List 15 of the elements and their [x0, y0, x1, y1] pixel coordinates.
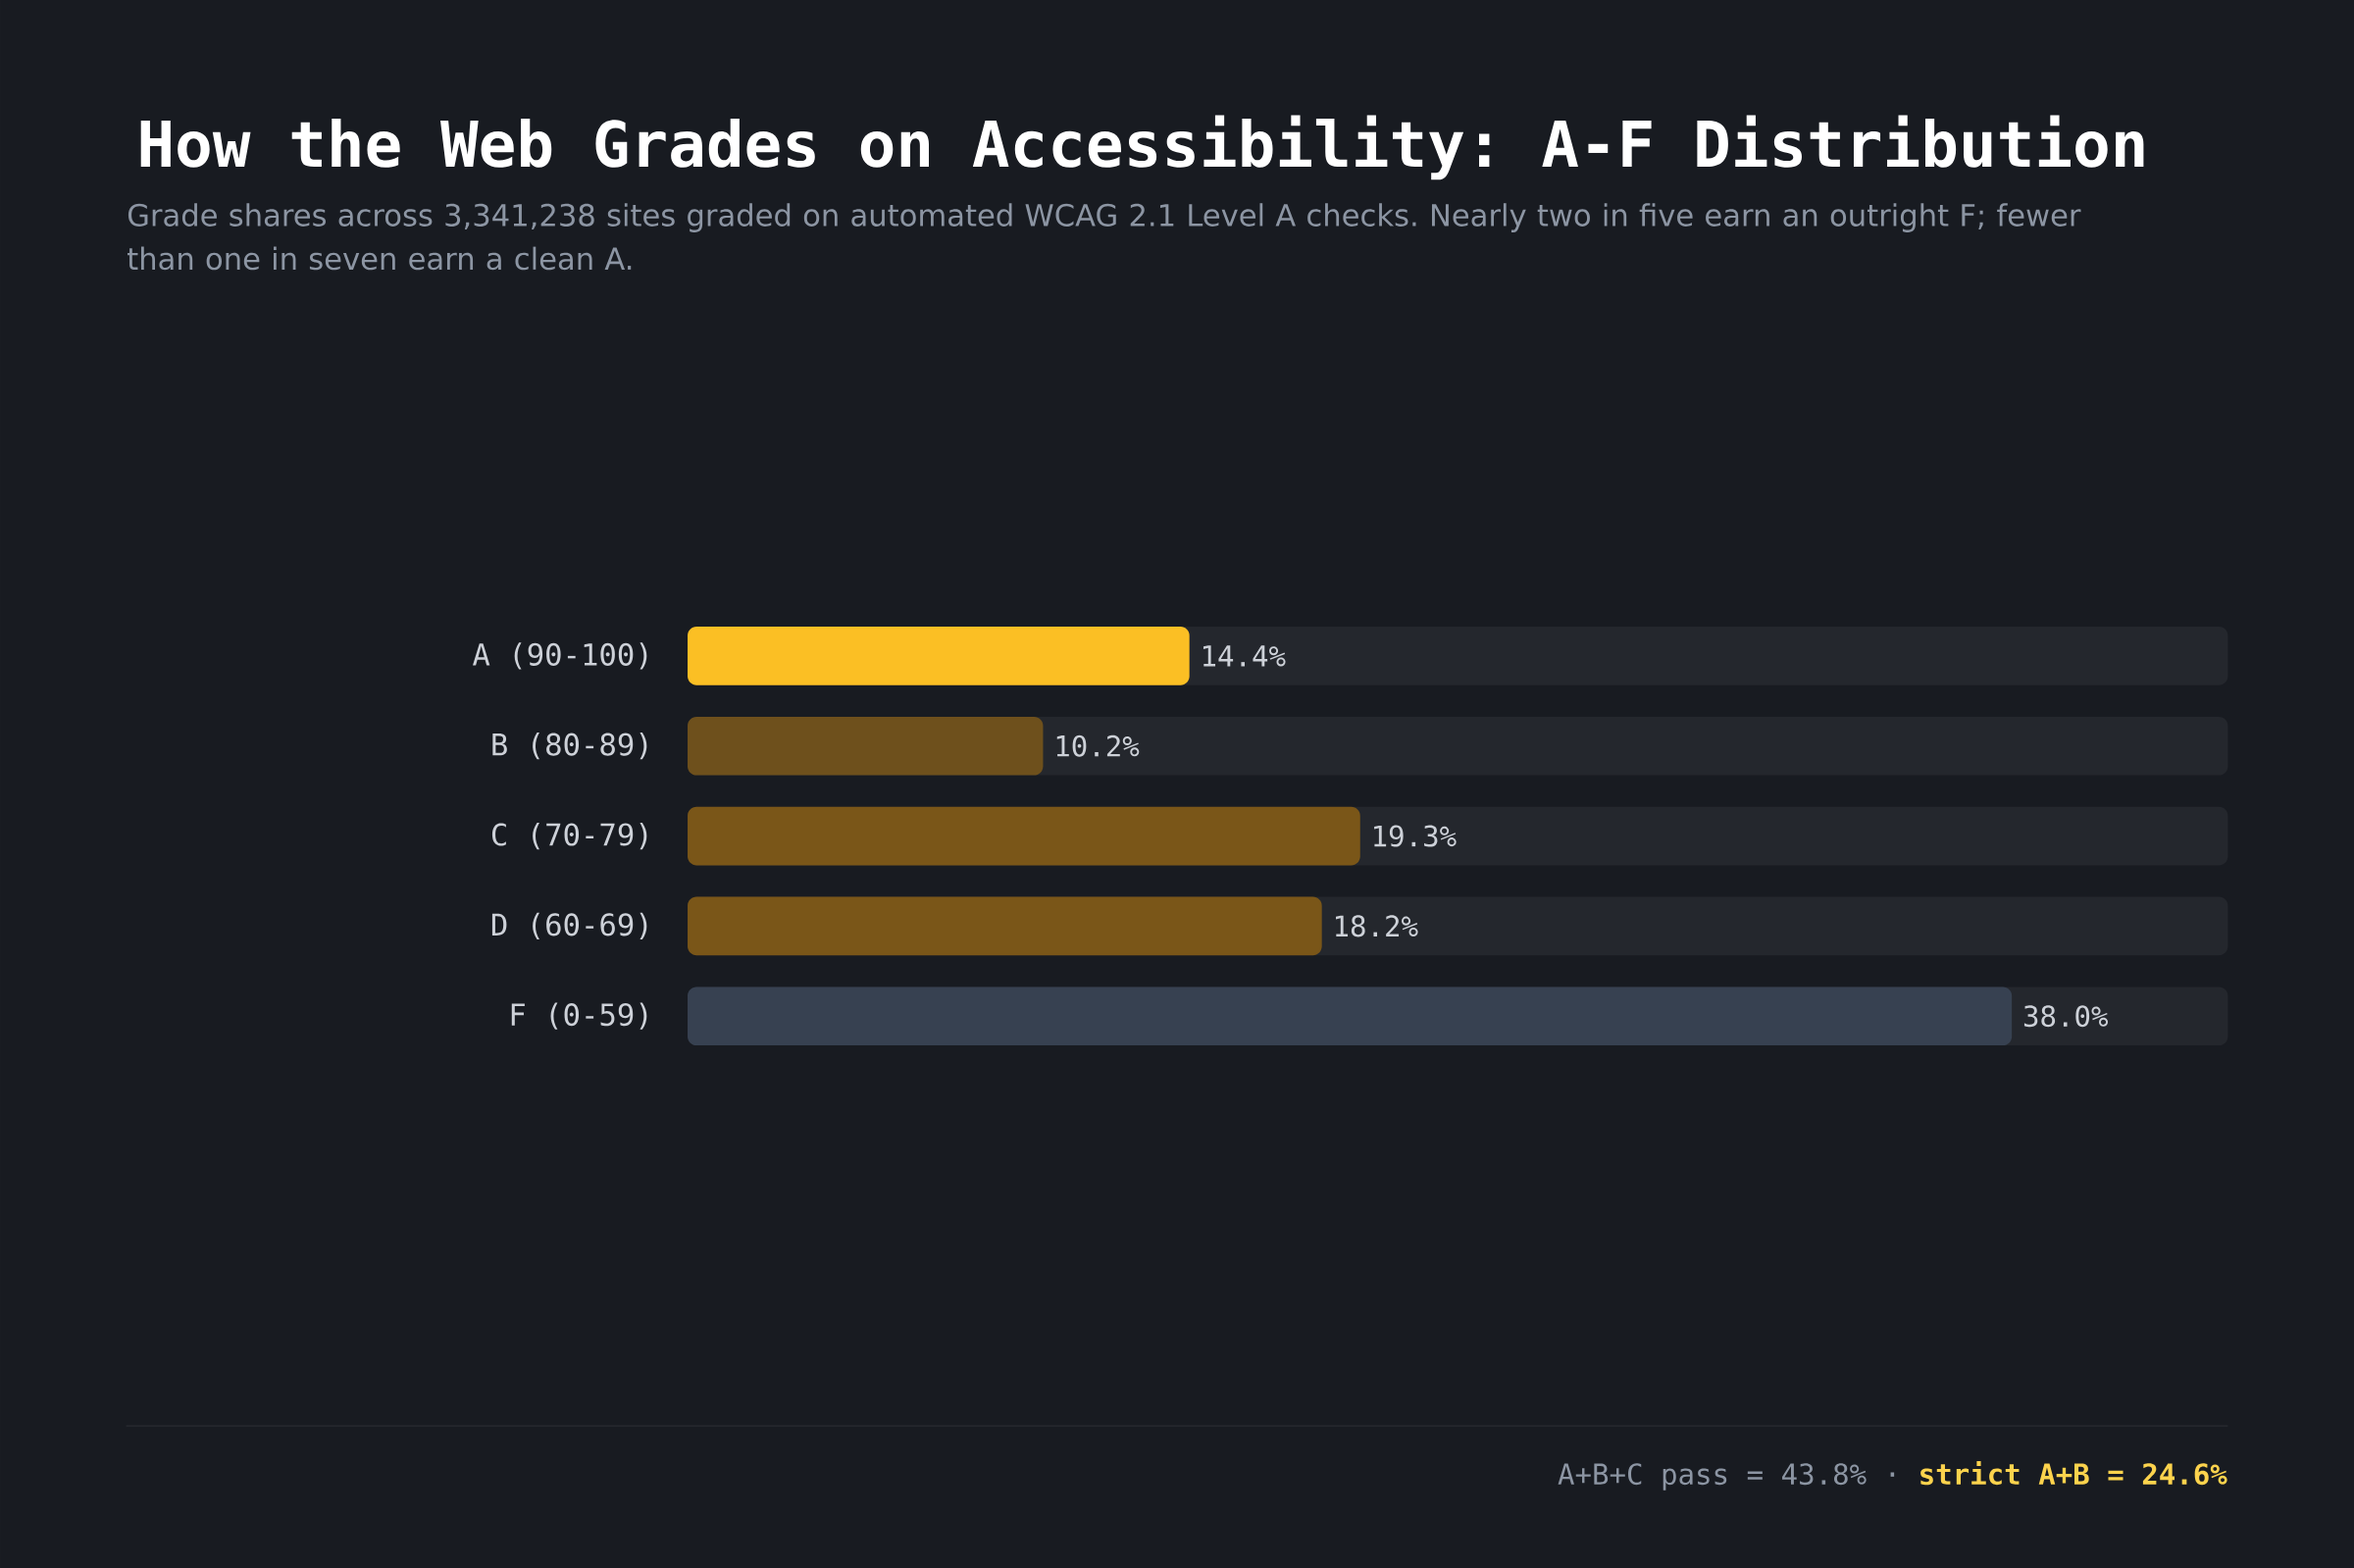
data-label: 38.0% — [2023, 1004, 2109, 1028]
chart-subtitle: Grade shares across 3,341,238 sites graded on automated WCAG 2.1 Level A checks. Nearly two in five earn an outright F; fewer than one in seven earn a clean A. — [128, 202, 2081, 271]
y-tick-label: D (60-69) — [491, 912, 647, 939]
y-tick-label: F (0-59) — [511, 1002, 647, 1030]
y-tick-label: B (80-89) — [492, 732, 647, 760]
text: A+B+C pass = 43.8% · — [1558, 1462, 1895, 1491]
data-label: 10.2% — [1056, 734, 1140, 757]
data-label: 18.2% — [1335, 915, 1418, 937]
data-label: 14.4% — [1203, 645, 1286, 667]
text: strict A+B = 24.6% — [1920, 1460, 2227, 1485]
y-tick-label: C (70-79) — [491, 822, 647, 849]
bar — [688, 716, 1044, 776]
y-tick-label: A (90-100) — [473, 642, 647, 670]
data-label: 19.3% — [1374, 825, 1457, 847]
chart-title: How the Web Grades on Accessibility: A-F Distribution — [140, 115, 2144, 179]
